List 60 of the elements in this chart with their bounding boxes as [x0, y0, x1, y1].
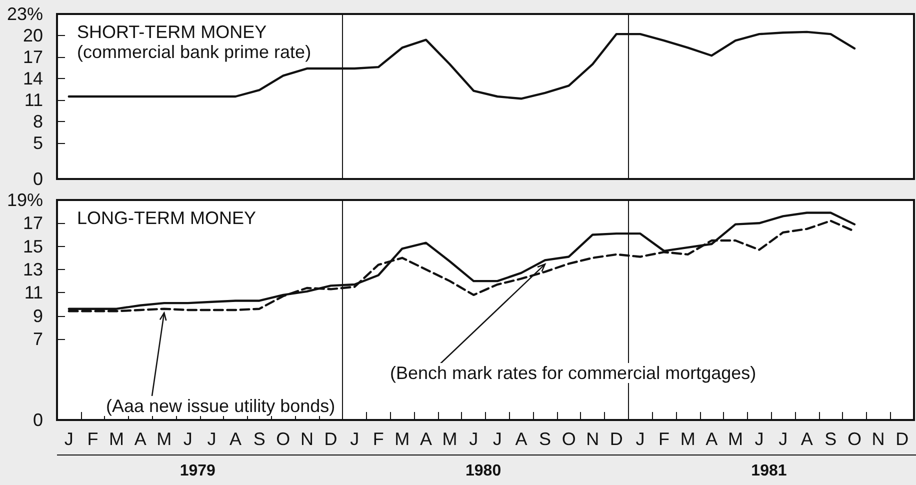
x-tick-label: M — [156, 429, 172, 449]
y-tick-label: 11 — [24, 90, 43, 110]
x-tick-label: J — [778, 429, 788, 449]
y-tick-label: 7 — [32, 328, 43, 349]
x-tick-label: O — [847, 429, 862, 449]
text: 1981 — [751, 462, 787, 480]
x-tick-label: F — [87, 429, 98, 449]
x-tick-label: A — [800, 429, 813, 449]
text: (Bench mark rates for commercial mortgages) — [390, 363, 756, 383]
x-tick-label: J — [754, 429, 764, 449]
chart-title: SHORT-TERM MONEY — [77, 22, 267, 42]
y-tick-label: 17 — [22, 47, 43, 68]
x-tick-label: A — [134, 429, 146, 449]
y-tick-label: 0 — [32, 169, 43, 189]
x-tick-label: M — [394, 429, 410, 449]
y-tick-label: 11 — [24, 282, 43, 303]
y-tick-label: 15 — [22, 236, 43, 256]
y-tick-label: 13 — [22, 259, 43, 280]
y-tick-label: 5 — [32, 133, 43, 154]
x-tick-label: F — [658, 429, 670, 449]
x-tick-label: A — [230, 429, 242, 449]
x-tick-label: S — [253, 429, 266, 449]
x-tick-label: S — [824, 429, 837, 449]
x-tick-label: D — [610, 429, 623, 449]
x-tick-label: J — [636, 429, 645, 449]
x-tick-label: A — [515, 429, 528, 449]
x-tick-label: M — [442, 429, 458, 449]
x-tick-label: D — [896, 429, 909, 449]
chart-title: LONG-TERM MONEY — [77, 208, 256, 228]
x-tick-label: M — [728, 429, 743, 449]
y-tick-label: 20 — [22, 26, 43, 46]
x-tick-label: D — [324, 429, 338, 449]
text: (Aaa new issue utility bonds) — [106, 396, 336, 416]
y-tick-label: 17 — [22, 213, 43, 234]
y-tick-label: 9 — [32, 306, 43, 326]
x-tick-label: A — [706, 429, 718, 449]
x-tick-label: N — [872, 429, 885, 449]
text: 1979 — [180, 462, 216, 480]
x-tick-label: M — [680, 429, 696, 449]
x-tick-label: J — [207, 429, 216, 449]
y-tick-label: 14 — [22, 68, 43, 89]
text: (commercial bank prime rate) — [77, 42, 312, 62]
text: 1980 — [466, 462, 502, 480]
x-tick-label: M — [109, 429, 124, 449]
x-tick-label: F — [372, 429, 384, 449]
x-tick-label: N — [300, 429, 314, 449]
x-tick-label: O — [276, 429, 290, 449]
x-tick-label: S — [539, 429, 552, 449]
y-tick-label: 8 — [32, 112, 43, 132]
y-tick-label: 23% — [6, 4, 43, 24]
x-tick-label: J — [469, 429, 478, 449]
y-tick-label: 0 — [32, 410, 43, 430]
x-tick-label: J — [64, 429, 74, 449]
x-tick-label: O — [562, 429, 576, 449]
x-tick-label: N — [586, 429, 600, 449]
x-tick-label: J — [183, 429, 192, 449]
x-tick-label: A — [420, 429, 432, 449]
x-tick-label: J — [350, 429, 360, 449]
x-tick-label: J — [492, 429, 502, 449]
y-tick-label: 19% — [6, 190, 43, 210]
